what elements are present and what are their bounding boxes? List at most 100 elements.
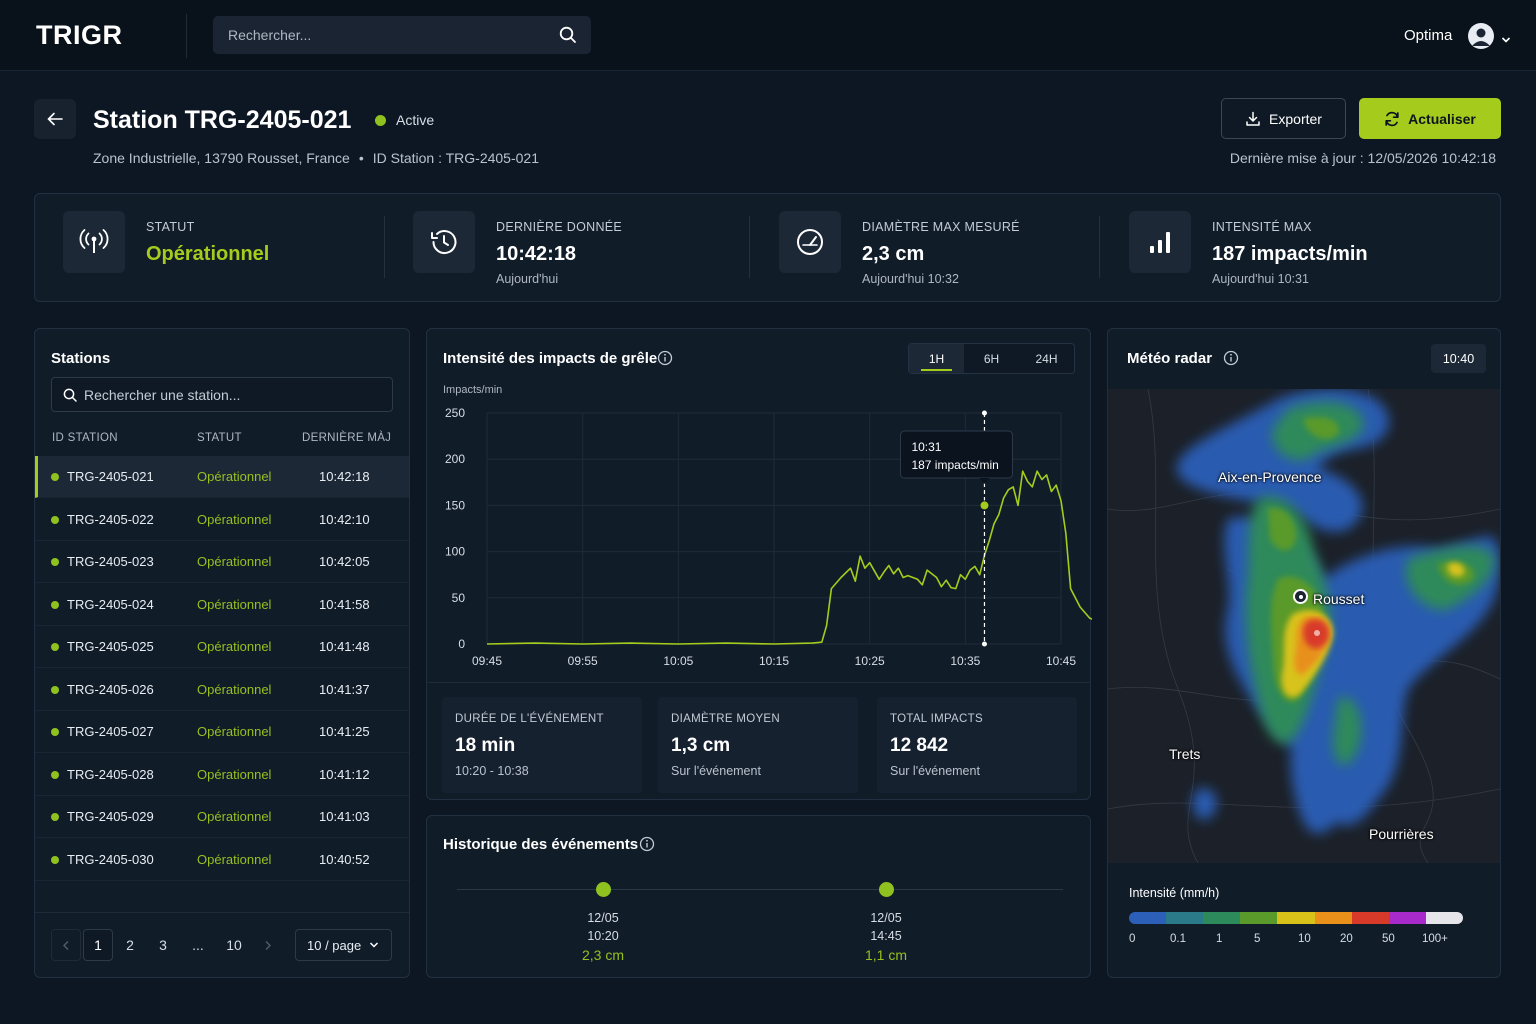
radar-overlay: [1108, 389, 1500, 863]
stat-box: TOTAL IMPACTS 12 842 Sur l'événement: [877, 697, 1077, 793]
city-label: Aix-en-Provence: [1218, 469, 1322, 485]
export-button[interactable]: Exporter: [1221, 98, 1346, 139]
kpi-sub: Aujourd'hui: [496, 272, 559, 286]
top-bar: TRIGR Optima: [0, 0, 1536, 71]
event-marker[interactable]: [878, 882, 894, 897]
table-row[interactable]: TRG-2405-030 Opérationnel 10:40:52: [35, 839, 409, 881]
divider: [1099, 216, 1100, 278]
table-row[interactable]: TRG-2405-027 Opérationnel 10:41:25: [35, 711, 409, 753]
station-search[interactable]: [51, 377, 393, 412]
kpi-status: STATUT Opérationnel: [35, 194, 385, 301]
legend-swatch: [1388, 912, 1426, 924]
kpi-sub: Aujourd'hui 10:32: [862, 272, 959, 286]
impact-chart[interactable]: Impacts/min 0 50 100 150 200 250 09:45 09:55 10:0…: [427, 329, 1092, 681]
logo[interactable]: TRIGR: [36, 20, 123, 50]
station-time-cell: 10:42:18: [319, 469, 370, 484]
station-time-cell: 10:41:12: [319, 766, 370, 782]
y-axis-label: Impacts/min: [443, 384, 502, 396]
y-tick-label: 100: [445, 545, 465, 559]
global-search[interactable]: [213, 16, 591, 54]
history-clock-icon: [413, 211, 475, 273]
legend-label: 0: [1129, 933, 1136, 945]
chevron-down-icon: [370, 942, 379, 948]
per-page-select[interactable]: 10 / page: [295, 929, 392, 961]
radar-time-badge[interactable]: 10:40: [1431, 344, 1486, 373]
table-row[interactable]: TRG-2405-025 Opérationnel 10:41:48: [35, 626, 409, 668]
station-location-marker[interactable]: [1293, 589, 1308, 604]
page-button-10[interactable]: 10: [226, 937, 242, 953]
kpi-label: DIAMÈTRE MAX MESURÉ: [862, 220, 1020, 234]
divider: [35, 912, 409, 913]
refresh-label: Actualiser: [1408, 110, 1476, 127]
event-marker[interactable]: [595, 882, 611, 897]
x-tick-label: 09:45: [472, 654, 502, 668]
event-date: 12/05: [587, 911, 619, 925]
station-id-cell: TRG-2405-022: [67, 511, 154, 527]
time-range-toggle: 1H 6H 24H: [908, 343, 1075, 374]
history-event[interactable]: 12/05 10:20 2,3 cm: [553, 882, 653, 963]
chevron-down-icon[interactable]: [1501, 31, 1511, 49]
table-row[interactable]: TRG-2405-024 Opérationnel 10:41:58: [35, 584, 409, 626]
station-time-cell: 10:42:10: [319, 511, 370, 527]
radar-title: Météo radar: [1127, 350, 1213, 367]
search-icon[interactable]: [559, 26, 577, 49]
search-input[interactable]: [213, 16, 591, 54]
station-time-cell: 10:42:05: [319, 554, 370, 569]
station-id: ID Station : TRG-2405-021: [372, 150, 539, 166]
signal-bars-icon: [1129, 211, 1191, 273]
table-row[interactable]: TRG-2405-021 Opérationnel 10:42:18: [35, 456, 409, 498]
page-button-2[interactable]: 2: [126, 937, 134, 953]
back-button[interactable]: [34, 99, 76, 139]
timeline: [457, 889, 1063, 890]
table-row[interactable]: TRG-2405-029 Opérationnel 10:41:03: [35, 796, 409, 838]
prev-page-button[interactable]: [51, 929, 81, 961]
legend-swatch: [1166, 912, 1204, 924]
user-name[interactable]: Optima: [1404, 27, 1453, 44]
radar-card: Météo radar 10:40: [1107, 328, 1501, 978]
refresh-button[interactable]: Actualiser: [1359, 98, 1501, 139]
status-dot: [51, 728, 59, 736]
range-24h-button[interactable]: 24H: [1035, 351, 1058, 366]
legend-color-scale: [1129, 912, 1463, 924]
legend-label: 50: [1382, 933, 1395, 945]
page-button-3[interactable]: 3: [159, 937, 167, 953]
info-icon[interactable]: [1223, 350, 1239, 371]
station-id-cell: TRG-2405-026: [67, 681, 154, 697]
stat-label: TOTAL IMPACTS: [890, 713, 983, 725]
info-icon[interactable]: [639, 836, 655, 857]
next-page-button[interactable]: [253, 929, 283, 961]
legend-swatch: [1425, 912, 1463, 924]
table-row[interactable]: TRG-2405-028 Opérationnel 10:41:12: [35, 754, 409, 796]
legend-label: 5: [1254, 933, 1261, 945]
station-id-cell: TRG-2405-023: [67, 554, 154, 569]
radar-map[interactable]: Aix-en-Provence Rousset Trets Pourrières: [1108, 389, 1500, 863]
column-header-status[interactable]: STATUT: [197, 432, 242, 444]
avatar[interactable]: [1468, 23, 1494, 49]
column-header-id[interactable]: ID STATION: [52, 432, 118, 444]
table-row[interactable]: TRG-2405-023 Opérationnel 10:42:05: [35, 541, 409, 583]
stat-label: DIAMÈTRE MOYEN: [671, 713, 780, 725]
page-ellipsis: ...: [192, 937, 204, 953]
stations-card: Stations ID STATION STATUT DERNIÈRE MÀJ …: [34, 328, 410, 978]
table-row[interactable]: TRG-2405-022 Opérationnel 10:42:10: [35, 499, 409, 541]
city-label: Trets: [1169, 746, 1201, 762]
stat-sub: Sur l'événement: [890, 764, 980, 778]
y-tick-label: 250: [445, 406, 465, 420]
column-header-updated[interactable]: DERNIÈRE MÀJ: [302, 432, 392, 444]
history-event[interactable]: 12/05 14:45 1,1 cm: [836, 882, 936, 963]
info-icon[interactable]: [657, 350, 673, 371]
event-date: 12/05: [870, 911, 902, 925]
legend-swatch: [1277, 912, 1315, 924]
range-1h-button[interactable]: 1H: [909, 344, 964, 373]
stat-sub: 10:20 - 10:38: [455, 764, 529, 778]
legend-swatch: [1351, 912, 1389, 924]
table-row[interactable]: TRG-2405-026 Opérationnel 10:41:37: [35, 669, 409, 711]
station-id-cell: TRG-2405-029: [67, 809, 154, 824]
page-button-1[interactable]: 1: [83, 929, 113, 961]
kpi-max-intensity: INTENSITÉ MAX 187 impacts/min Aujourd'hu…: [1101, 194, 1501, 301]
station-search-input[interactable]: [52, 378, 392, 411]
kpi-label: DERNIÈRE DONNÉE: [496, 220, 623, 234]
range-6h-button[interactable]: 6H: [983, 351, 1000, 366]
event-size: 1,1 cm: [864, 947, 907, 963]
status-dot: [51, 685, 59, 694]
